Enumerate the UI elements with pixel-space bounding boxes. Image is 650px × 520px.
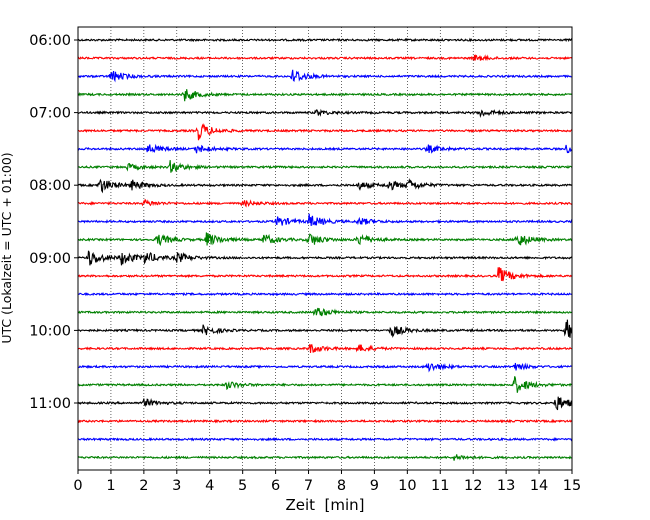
y-tick-label: 06:00 xyxy=(29,33,71,49)
trace-1100 xyxy=(77,396,573,411)
trace-1045 xyxy=(78,376,573,393)
trace-0900 xyxy=(77,250,572,266)
trace-1015 xyxy=(77,343,573,353)
trace-0845 xyxy=(77,232,573,247)
x-tick-label: 14 xyxy=(530,478,548,494)
trace-0700 xyxy=(77,108,573,119)
x-tick-label: 8 xyxy=(337,478,346,494)
y-tick-label: 10:00 xyxy=(29,323,71,339)
x-tick-label: 15 xyxy=(563,478,581,494)
y-axis-title: UTC (Lokalzeit = UTC + 01:00) xyxy=(0,152,14,343)
x-tick-label: 6 xyxy=(271,478,280,494)
x-tick-label: 0 xyxy=(73,478,82,494)
x-tick-label: 2 xyxy=(139,478,148,494)
grid-lines xyxy=(110,27,540,470)
trace-0715 xyxy=(77,123,573,141)
x-tick-label: 13 xyxy=(497,478,515,494)
trace-0730 xyxy=(77,143,573,154)
x-tick-label: 10 xyxy=(398,478,416,494)
y-tick-label: 07:00 xyxy=(29,106,71,122)
trace-0645 xyxy=(77,89,573,102)
plot-frame xyxy=(77,26,573,471)
x-axis-ticks: 0 1 2 3 4 5 6 7 8 9 10 11 12 13 14 15 xyxy=(73,470,581,494)
trace-0630 xyxy=(77,69,572,83)
trace-0745 xyxy=(77,160,573,173)
trace-0800 xyxy=(77,177,573,194)
trace-0615 xyxy=(77,54,573,62)
trace-lines xyxy=(77,37,573,461)
x-tick-label: 1 xyxy=(106,478,115,494)
trace-0915 xyxy=(77,267,573,282)
y-tick-label: 09:00 xyxy=(29,251,71,267)
x-tick-label: 9 xyxy=(370,478,379,494)
x-tick-label: 5 xyxy=(238,478,247,494)
trace-0600 xyxy=(77,37,573,43)
x-tick-label: 11 xyxy=(431,478,449,494)
y-axis-ticks: 06:00 07:00 08:00 09:00 10:00 11:00 xyxy=(29,33,78,412)
x-tick-label: 12 xyxy=(464,478,482,494)
x-tick-label: 4 xyxy=(205,478,214,494)
y-tick-label: 08:00 xyxy=(29,178,71,194)
trace-0830 xyxy=(77,213,573,226)
trace-1000 xyxy=(77,319,573,338)
trace-0930 xyxy=(77,291,573,297)
trace-0945 xyxy=(77,307,573,317)
trace-0815 xyxy=(77,198,573,208)
x-tick-label: 7 xyxy=(304,478,313,494)
x-tick-label: 3 xyxy=(172,478,181,494)
trace-1030 xyxy=(77,362,573,373)
x-axis-title: Zeit [min] xyxy=(285,496,364,514)
y-tick-label: 11:00 xyxy=(29,396,71,412)
trace-1145 xyxy=(77,454,573,461)
trace-1115 xyxy=(77,418,573,424)
trace-1130 xyxy=(77,436,573,442)
